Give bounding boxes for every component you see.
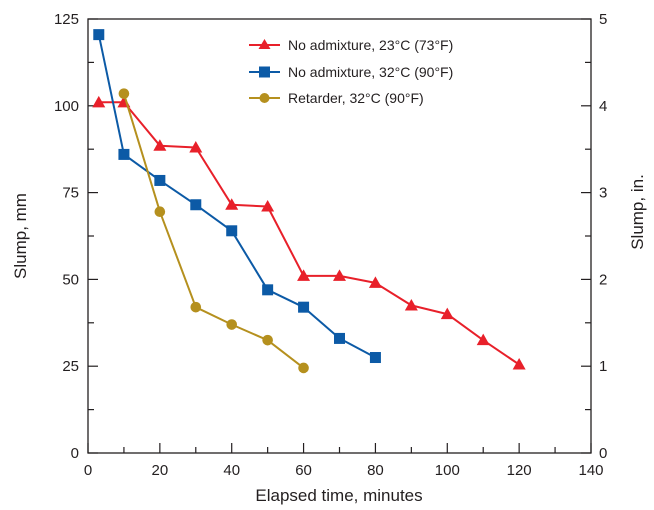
- series-2: [93, 29, 381, 364]
- series-line: [98, 101, 520, 366]
- legend-item-series-2: No admixture, 32°C (90°F): [249, 64, 453, 80]
- series-line: [97, 34, 376, 359]
- series-layer: [92, 29, 526, 374]
- legend-triangle-marker: [258, 39, 271, 49]
- data-point-square: [262, 284, 274, 296]
- series-3: [118, 88, 309, 374]
- data-point-square: [154, 174, 166, 186]
- y-right-tick-label: 1: [599, 358, 607, 375]
- data-point-triangle: [225, 198, 239, 210]
- data-point-circle: [226, 319, 238, 330]
- y-axis-left-title: Slump, mm: [11, 193, 30, 279]
- x-tick-label: 20: [152, 462, 169, 479]
- y-right-tick-label: 3: [599, 185, 607, 202]
- x-tick-label: 140: [578, 462, 603, 479]
- plot-area-border: [87, 18, 592, 454]
- data-point-triangle: [333, 269, 346, 281]
- data-point-triangle: [440, 307, 454, 320]
- y-axis-right-title: Slump, in.: [628, 174, 647, 250]
- data-point-circle: [298, 362, 309, 374]
- data-point-triangle: [92, 95, 106, 108]
- y-axis-left-ticks: 0 25 50 75 100 125: [54, 11, 98, 462]
- y-left-tick-label: 100: [54, 98, 79, 115]
- legend-square-marker: [259, 66, 270, 78]
- data-point-square: [298, 301, 310, 313]
- x-tick-label: 60: [295, 462, 312, 479]
- plot-frame: [87, 18, 592, 454]
- legend-label-series-2: No admixture, 32°C (90°F): [288, 64, 453, 80]
- data-point-square: [369, 352, 381, 364]
- series-line: [122, 93, 305, 369]
- data-point-triangle: [153, 139, 167, 151]
- y-right-tick-label: 2: [599, 271, 607, 288]
- legend-label-series-1: No admixture, 23°C (73°F): [288, 37, 453, 53]
- x-tick-label: 100: [435, 462, 460, 479]
- data-point-triangle: [189, 140, 203, 153]
- data-point-circle: [154, 206, 166, 217]
- data-point-square: [190, 199, 202, 211]
- data-point-triangle: [261, 199, 275, 212]
- legend-item-series-1: No admixture, 23°C (73°F): [249, 37, 453, 53]
- y-left-tick-label: 75: [62, 185, 79, 202]
- legend-item-series-3: Retarder, 32°C (90°F): [249, 90, 424, 106]
- y-right-tick-label: 4: [599, 98, 607, 115]
- legend-circle-marker: [259, 93, 270, 103]
- legend: No admixture, 23°C (73°F) No admixture, …: [249, 37, 453, 106]
- y-left-tick-label: 0: [71, 445, 79, 462]
- data-point-square: [226, 225, 238, 237]
- y-left-tick-label: 125: [54, 11, 79, 28]
- x-tick-label: 40: [223, 462, 240, 479]
- x-tick-label: 0: [84, 462, 92, 479]
- data-point-triangle: [512, 357, 526, 370]
- y-axis-right-ticks: 0 1 2 3 4 5: [581, 11, 607, 462]
- data-point-triangle: [476, 333, 490, 346]
- legend-label-series-3: Retarder, 32°C (90°F): [288, 90, 424, 106]
- data-point-triangle: [368, 276, 382, 288]
- x-axis-title: Elapsed time, minutes: [255, 486, 422, 505]
- x-tick-label: 80: [367, 462, 384, 479]
- data-point-circle: [190, 301, 202, 313]
- data-point-triangle: [404, 298, 418, 311]
- series-1: [92, 95, 526, 370]
- y-left-tick-label: 50: [62, 271, 79, 288]
- y-right-tick-label: 5: [599, 11, 607, 28]
- data-point-square: [118, 148, 130, 160]
- x-axis-ticks: 0 20 40 60 80 100 120 140: [84, 443, 604, 479]
- data-point-square: [334, 332, 345, 344]
- y-left-tick-label: 25: [62, 358, 79, 375]
- x-tick-label: 120: [507, 462, 532, 479]
- y-right-tick-label: 0: [599, 445, 607, 462]
- data-point-circle: [262, 334, 273, 346]
- data-point-square: [93, 29, 105, 41]
- data-point-triangle: [297, 269, 311, 281]
- data-point-circle: [118, 88, 130, 99]
